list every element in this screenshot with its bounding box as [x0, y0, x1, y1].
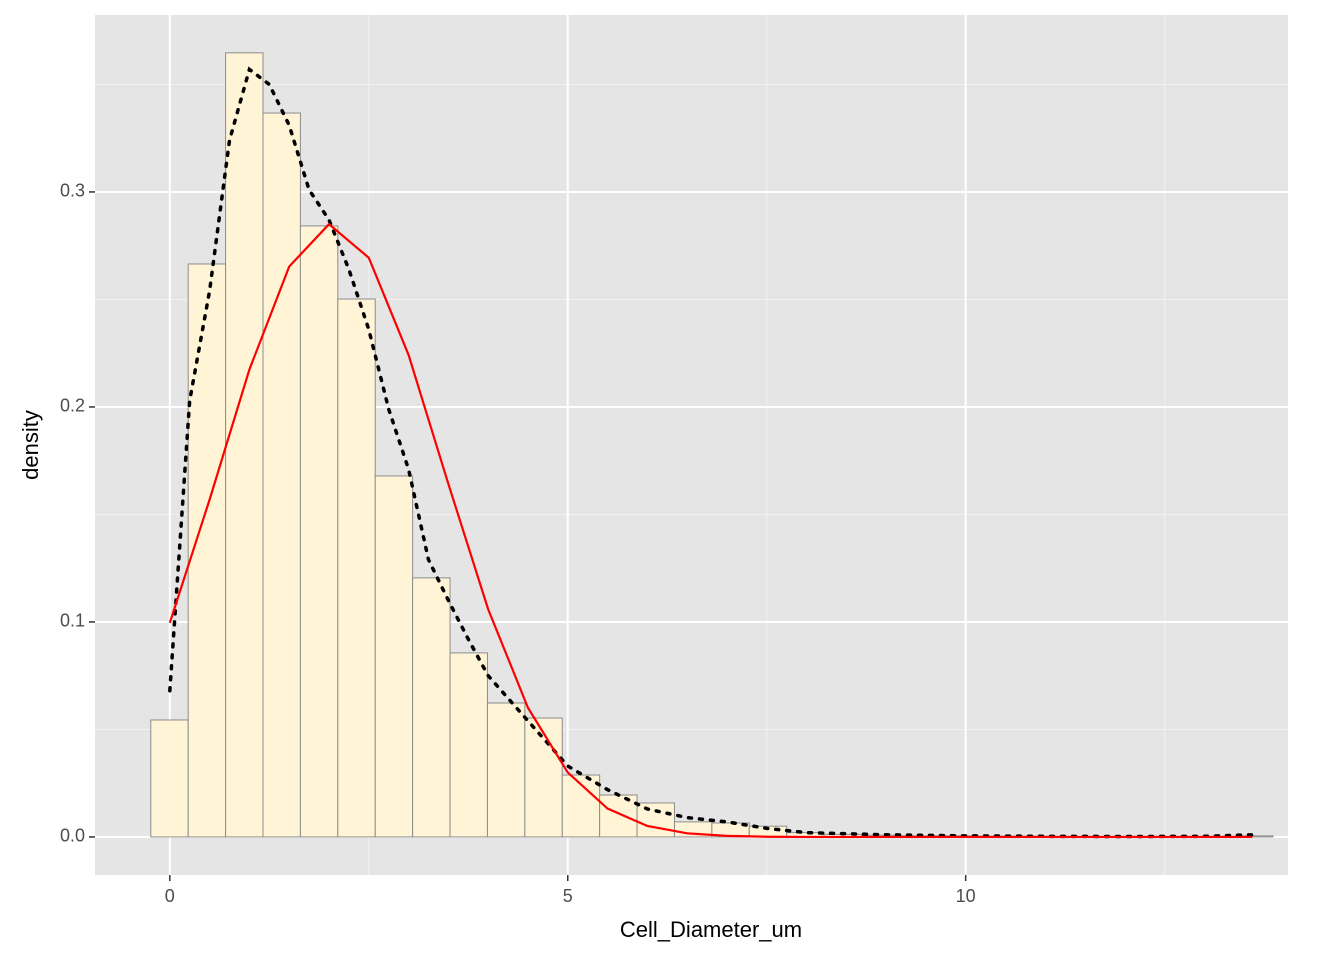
bar	[412, 577, 451, 838]
bar	[299, 225, 339, 838]
x-tick-label: 5	[563, 886, 573, 906]
bar	[225, 52, 264, 838]
bar	[187, 263, 227, 838]
y-tick-label: 0.1	[60, 611, 85, 631]
x-axis-title: Cell_Diameter_um	[620, 917, 802, 942]
x-tick-label: 0	[165, 886, 175, 906]
bar	[599, 794, 638, 838]
bar	[262, 112, 301, 838]
x-tick-label: 10	[956, 886, 976, 906]
bar	[486, 702, 526, 838]
y-tick-label: 0.2	[60, 396, 85, 416]
y-tick-label: 0.0	[60, 826, 85, 846]
bar	[374, 475, 414, 838]
bar	[636, 802, 675, 838]
bar	[524, 717, 563, 838]
y-tick-label: 0.3	[60, 181, 85, 201]
bar	[150, 719, 189, 838]
bar	[449, 652, 488, 838]
curve	[168, 222, 1253, 839]
bar	[337, 298, 376, 838]
curve	[168, 66, 1254, 839]
y-axis-title: density	[18, 410, 43, 480]
